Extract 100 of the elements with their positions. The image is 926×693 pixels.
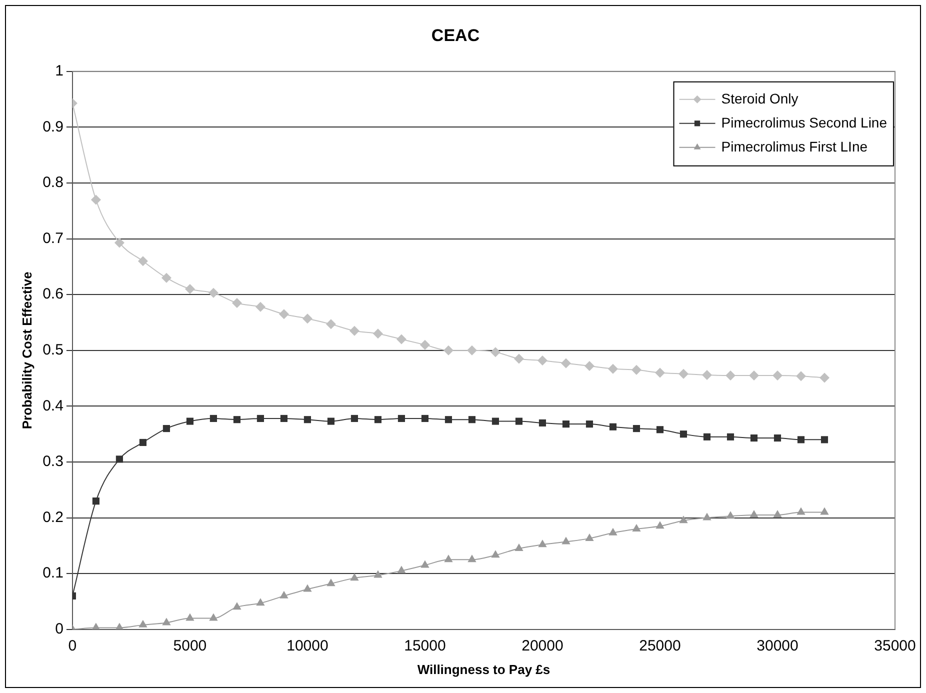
point <box>468 416 476 424</box>
point <box>748 370 759 381</box>
point <box>750 510 758 518</box>
point <box>327 418 335 425</box>
point <box>138 620 148 628</box>
point <box>420 560 430 568</box>
y-tick-label: 0.6 <box>42 286 64 303</box>
point <box>773 510 782 518</box>
point <box>492 418 500 425</box>
point <box>608 528 618 536</box>
point <box>326 578 336 586</box>
point <box>819 372 830 383</box>
point <box>585 533 594 541</box>
y-tick-label: 0 <box>55 620 64 638</box>
point <box>421 414 429 422</box>
point <box>702 370 712 380</box>
point <box>303 584 312 592</box>
point <box>750 434 758 442</box>
x-tick-label: 15000 <box>404 638 446 655</box>
x-tick-label: 20000 <box>522 638 564 655</box>
point <box>374 570 382 578</box>
point <box>796 371 806 382</box>
point <box>538 540 547 548</box>
point <box>656 521 664 529</box>
point <box>725 370 736 381</box>
chart-title: CEAC <box>431 26 480 45</box>
point <box>680 430 688 438</box>
x-tick-label: 35000 <box>874 638 916 655</box>
y-tick-label: 0.7 <box>42 230 64 247</box>
y-tick-label: 0.4 <box>42 397 64 414</box>
y-tick-label: 0.5 <box>42 342 64 359</box>
y-tick-label: 0.2 <box>42 508 64 526</box>
point <box>350 414 358 422</box>
point <box>632 524 641 532</box>
point <box>796 507 806 515</box>
point <box>609 423 617 430</box>
point <box>256 598 265 606</box>
point <box>186 418 194 425</box>
point <box>678 368 688 379</box>
point <box>302 314 312 324</box>
point <box>374 416 382 424</box>
point <box>90 194 101 205</box>
point <box>256 414 264 422</box>
point <box>233 416 240 424</box>
point <box>797 436 805 444</box>
point <box>232 602 242 610</box>
legend-label: Pimecrolimus Second Line <box>721 114 888 130</box>
point <box>632 424 640 432</box>
point <box>397 566 406 574</box>
point <box>184 284 195 294</box>
point <box>350 573 359 581</box>
legend-label: Pimecrolimus First LIne <box>721 138 868 154</box>
point <box>515 418 523 425</box>
point <box>774 434 782 442</box>
point <box>586 420 594 428</box>
point <box>349 326 360 336</box>
point <box>186 613 194 621</box>
point <box>656 426 664 434</box>
point <box>560 358 571 368</box>
point <box>398 414 406 422</box>
x-tick-label: 25000 <box>639 638 681 655</box>
x-tick-label: 0 <box>68 638 77 655</box>
y-tick-label: 0.9 <box>42 118 64 136</box>
point <box>538 419 546 426</box>
point <box>326 319 336 330</box>
point <box>444 416 452 424</box>
point <box>562 420 570 428</box>
point <box>702 512 712 520</box>
point <box>820 507 829 515</box>
point <box>608 364 618 374</box>
point <box>444 554 453 562</box>
point <box>116 456 123 463</box>
point <box>490 347 500 358</box>
point <box>396 334 406 344</box>
point <box>703 433 711 440</box>
point <box>726 433 734 440</box>
point <box>679 516 688 524</box>
x-tick-label: 5000 <box>173 638 207 655</box>
point <box>210 414 217 422</box>
point <box>468 554 476 562</box>
x-tick-label: 10000 <box>286 638 328 655</box>
point <box>278 309 289 320</box>
point <box>372 328 383 339</box>
point <box>114 238 124 248</box>
point <box>491 550 500 558</box>
point <box>92 498 100 505</box>
point <box>304 416 311 424</box>
point <box>420 340 430 350</box>
y-tick-label: 0.3 <box>42 453 64 470</box>
point <box>139 438 146 446</box>
point <box>654 368 665 378</box>
y-axis-title: Probability Cost Effective <box>19 272 34 430</box>
point <box>726 511 735 519</box>
point <box>161 272 172 283</box>
point <box>255 302 266 312</box>
point <box>138 256 148 266</box>
point <box>162 424 170 432</box>
point <box>820 436 828 444</box>
y-tick-label: 1 <box>55 62 64 80</box>
point <box>772 370 782 381</box>
